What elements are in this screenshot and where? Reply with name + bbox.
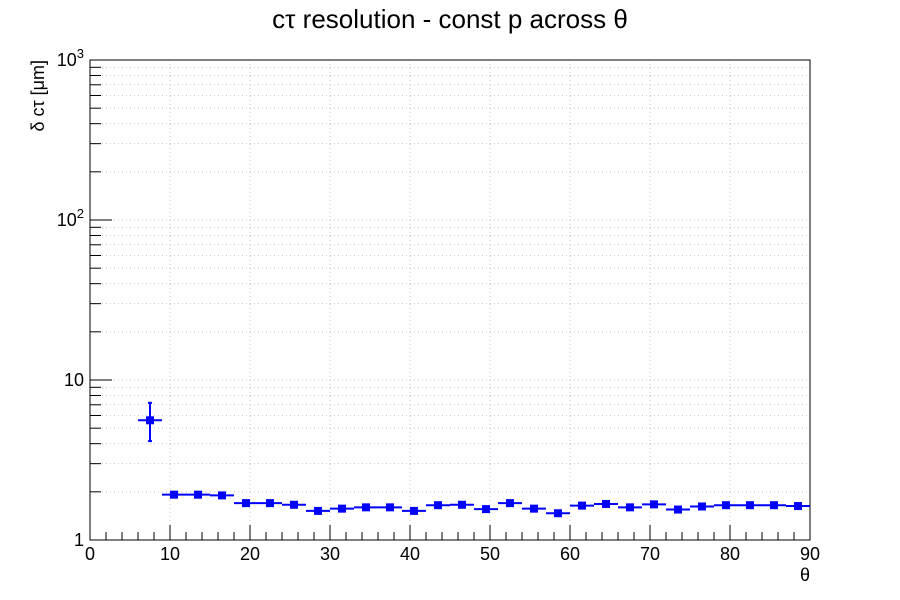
data-point: [666, 505, 690, 514]
marker-square: [698, 502, 706, 511]
data-point: [498, 499, 522, 508]
data-point: [186, 490, 210, 499]
data-point: [570, 501, 594, 510]
marker-square: [530, 504, 538, 513]
x-tick-label: 60: [560, 544, 580, 564]
data-point: [738, 501, 762, 510]
data-point: [426, 501, 450, 510]
data-point: [234, 499, 258, 508]
x-axis-label: θ: [800, 565, 810, 585]
marker-square: [266, 499, 274, 508]
data-point: [546, 509, 570, 518]
data-series: [138, 401, 810, 518]
data-point: [258, 499, 282, 508]
marker-square: [170, 490, 178, 499]
marker-square: [242, 499, 250, 508]
marker-square: [794, 502, 802, 511]
data-point: [762, 501, 786, 510]
data-point: [786, 502, 810, 511]
data-point: [714, 501, 738, 510]
marker-square: [554, 509, 562, 518]
axes: 0 10 20 30 40 50 60 70 80 90 1 10 102 103: [57, 46, 820, 564]
y-axis-label: δ cτ [μm]: [28, 60, 48, 132]
y-tick-label: 102: [57, 206, 84, 230]
marker-square: [770, 501, 778, 510]
marker-square: [674, 505, 682, 514]
marker-square: [650, 500, 658, 509]
data-point: [642, 500, 666, 509]
data-point: [690, 502, 714, 511]
marker-square: [290, 500, 298, 509]
marker-square: [362, 503, 370, 512]
data-point: [378, 503, 402, 512]
marker-square: [458, 500, 466, 509]
data-point: [162, 490, 186, 499]
chart-title: cτ resolution - const p across θ: [272, 4, 628, 34]
marker-square: [482, 505, 490, 514]
y-tick-label: 10: [64, 370, 84, 390]
marker-square: [602, 499, 610, 508]
data-point: [210, 491, 234, 500]
marker-square: [194, 490, 202, 499]
marker-square: [434, 501, 442, 510]
y-tick-label: 1: [74, 530, 84, 550]
data-point: [474, 505, 498, 514]
x-tick-label: 50: [480, 544, 500, 564]
data-point: [138, 401, 162, 443]
x-tick-label: 0: [85, 544, 95, 564]
marker-square: [338, 504, 346, 513]
marker-square: [146, 416, 154, 425]
data-point: [618, 503, 642, 512]
marker-square: [506, 499, 514, 508]
data-point: [450, 500, 474, 509]
data-point: [354, 503, 378, 512]
data-point: [282, 500, 306, 509]
data-point: [330, 504, 354, 513]
marker-square: [386, 503, 394, 512]
marker-square: [578, 501, 586, 510]
data-point: [594, 499, 618, 508]
x-tick-label: 30: [320, 544, 340, 564]
plot-frame: [89, 59, 811, 541]
x-tick-label: 70: [640, 544, 660, 564]
data-point: [402, 506, 426, 515]
x-tick-label: 40: [400, 544, 420, 564]
data-point: [522, 504, 546, 513]
marker-square: [626, 503, 634, 512]
marker-square: [410, 506, 418, 515]
x-tick-label: 90: [800, 544, 820, 564]
marker-square: [722, 501, 730, 510]
x-tick-label: 10: [160, 544, 180, 564]
marker-square: [314, 506, 322, 515]
marker-square: [746, 501, 754, 510]
marker-square: [218, 491, 226, 500]
x-tick-label: 20: [240, 544, 260, 564]
grid: [89, 60, 811, 540]
x-tick-label: 80: [720, 544, 740, 564]
y-tick-label: 103: [57, 46, 84, 70]
data-point: [306, 506, 330, 515]
